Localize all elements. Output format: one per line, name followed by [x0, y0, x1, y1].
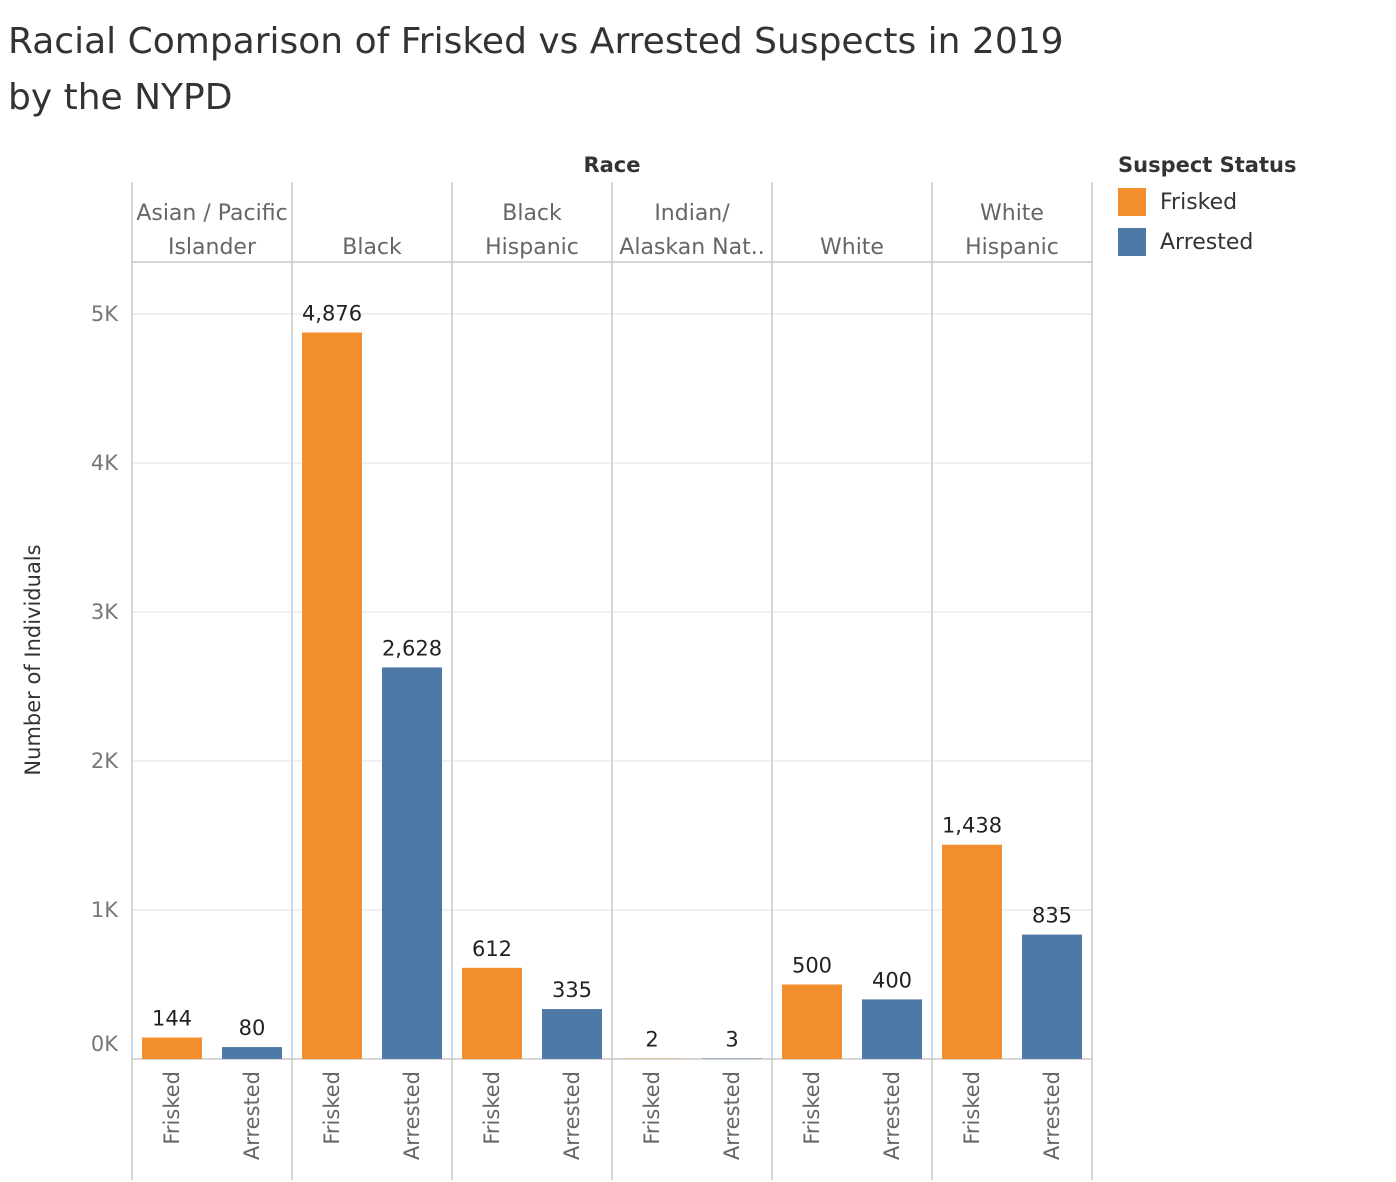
y-tick-label: 4K: [91, 451, 119, 475]
group-header-label: Hispanic: [965, 235, 1059, 260]
data-label: 2: [645, 1028, 658, 1052]
legend-label-frisked: Frisked: [1160, 189, 1238, 215]
y-tick-label: 3K: [91, 600, 119, 624]
data-label: 80: [239, 1016, 266, 1040]
x-tick-label: Arrested: [560, 1071, 584, 1160]
chart-frame: [131, 182, 1093, 1180]
legend-swatch-arrested: [1118, 228, 1146, 256]
x-tick-label: Arrested: [1040, 1071, 1064, 1160]
bar-frisked: [782, 984, 842, 1059]
column-header-race: Race: [583, 153, 640, 177]
group-header-label: Asian / Pacific: [136, 201, 287, 226]
y-axis-title: Number of Individuals: [21, 544, 45, 775]
legend-swatch-frisked: [1118, 188, 1146, 216]
y-axis: Frisked Arrested Frisked Arrested Frisked Arr…: [21, 302, 1064, 1160]
bar-frisked: [462, 967, 522, 1059]
data-label: 4,876: [302, 301, 362, 325]
legend-item-arrested[interactable]: Arrested: [1118, 222, 1296, 262]
x-tick-label: Frisked: [640, 1071, 664, 1145]
y-tick-label: 2K: [91, 749, 119, 773]
bar-arrested: [1022, 934, 1082, 1059]
group-header-label: Alaskan Nat..: [619, 235, 764, 260]
x-tick-label: Arrested: [240, 1071, 264, 1160]
legend: Suspect Status Frisked Arrested: [1118, 148, 1296, 262]
y-tick-label: 0K: [91, 1032, 119, 1056]
x-tick-label: Frisked: [800, 1071, 824, 1145]
x-tick-label: Arrested: [400, 1071, 424, 1160]
data-label: 144: [152, 1007, 192, 1031]
data-label: 2,628: [382, 636, 442, 660]
data-label: 1,438: [942, 814, 1002, 838]
data-label: 835: [1032, 904, 1072, 928]
x-tick-label: Frisked: [960, 1071, 984, 1145]
legend-item-frisked[interactable]: Frisked: [1118, 182, 1296, 222]
x-tick-label: Arrested: [720, 1071, 744, 1160]
group-header-label: White: [980, 201, 1044, 226]
legend-label-arrested: Arrested: [1160, 229, 1254, 255]
bar-frisked: [302, 332, 362, 1059]
bar-arrested: [222, 1047, 282, 1059]
data-label: 400: [872, 968, 912, 992]
data-label: 335: [552, 978, 592, 1002]
chart-title: Racial Comparison of Frisked vs Arrested…: [8, 21, 1064, 118]
y-tick-label: 1K: [91, 898, 119, 922]
x-tick-label: Frisked: [320, 1071, 344, 1145]
group-header-label: Indian/: [654, 201, 730, 226]
y-tick-label: 5K: [91, 302, 119, 326]
column-headers: Race Asian / Pacific Islander Black Black His…: [136, 153, 1059, 260]
data-label: 612: [472, 937, 512, 961]
legend-title: Suspect Status: [1118, 153, 1297, 177]
data-label: 3: [725, 1028, 738, 1052]
data-label: 500: [792, 954, 832, 978]
bars: 144 80 4,876 2,628 612 335 2 3 500 400 1,438 835: [142, 301, 1082, 1059]
bar-arrested: [862, 999, 922, 1059]
bar-arrested: [542, 1009, 602, 1059]
group-header-label: White: [820, 235, 884, 260]
bar-frisked: [142, 1037, 202, 1059]
group-header-label: Islander: [168, 235, 257, 260]
x-tick-label: Arrested: [880, 1071, 904, 1160]
group-header-label: Black: [342, 235, 402, 260]
bar-arrested: [382, 667, 442, 1059]
x-tick-label: Frisked: [480, 1071, 504, 1145]
bar-frisked: [942, 844, 1002, 1059]
x-tick-label: Frisked: [160, 1071, 184, 1145]
group-header-label: Black: [502, 201, 562, 226]
group-header-label: Hispanic: [485, 235, 579, 260]
